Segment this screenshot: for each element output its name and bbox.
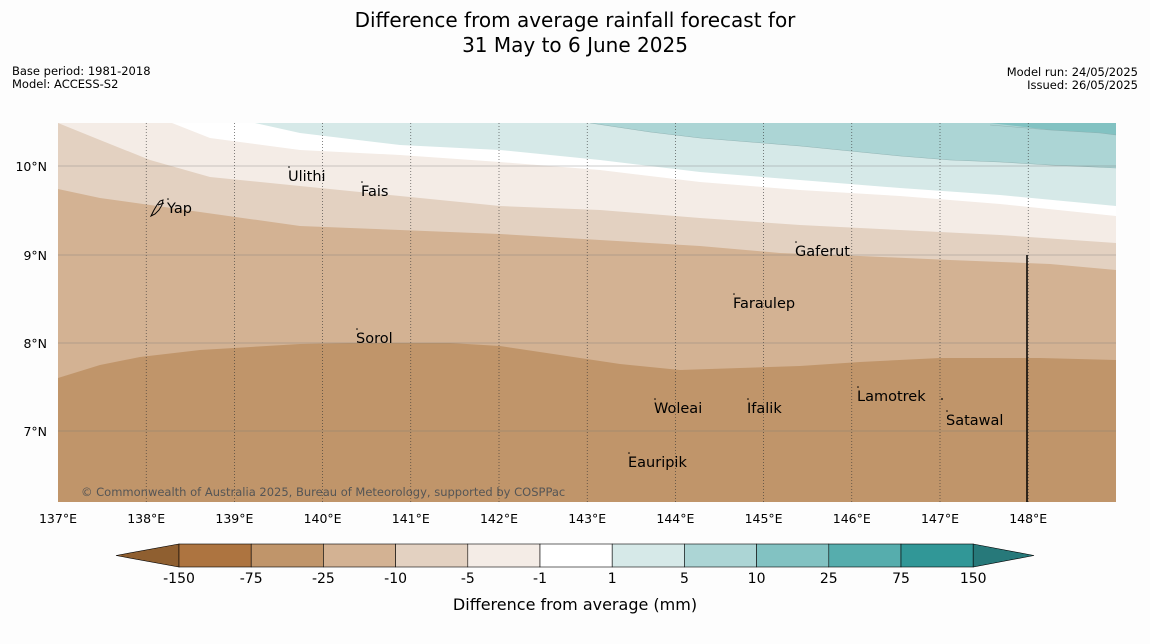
place-label-woleai: Woleai bbox=[654, 401, 702, 417]
place-label-ulithi: Ulithi bbox=[288, 169, 326, 185]
longitude-label: 137°E bbox=[39, 511, 77, 526]
colorbar-tick-label: 75 bbox=[892, 571, 910, 587]
colorbar-tick-label: 10 bbox=[748, 571, 766, 587]
colorbar-extend-high bbox=[972, 543, 1035, 568]
colorbar-tick-label: -150 bbox=[163, 571, 195, 587]
model-run-label: Model run: 24/05/2025 bbox=[1006, 65, 1138, 79]
map-title: Difference from average rainfall forecas… bbox=[0, 8, 1150, 58]
place-dot bbox=[167, 198, 169, 200]
colorbar-segment bbox=[539, 543, 613, 568]
colorbar-tick-label: 150 bbox=[960, 571, 987, 587]
colorbar-tick-label: 1 bbox=[608, 571, 617, 587]
place-dot bbox=[857, 386, 859, 388]
longitude-label: 141°E bbox=[392, 511, 430, 526]
place-dot bbox=[356, 328, 358, 330]
colorbar-tick-label: 5 bbox=[680, 571, 689, 587]
longitude-label: 138°E bbox=[127, 511, 165, 526]
latitude-label: 7°N bbox=[23, 424, 47, 439]
colorbar-segment bbox=[178, 543, 252, 568]
colorbar-tick-label: -1 bbox=[533, 571, 547, 587]
longitude-label: 148°E bbox=[1009, 511, 1047, 526]
colorbar-segment bbox=[467, 543, 541, 568]
place-label-fais: Fais bbox=[361, 184, 388, 200]
colorbar-segment bbox=[756, 543, 830, 568]
place-label-ifalik: Ifalik bbox=[747, 401, 782, 417]
graticule: 137°E 138°E 139°E 140°E 141°E 142°E 143°E 144°E… bbox=[15, 123, 1116, 526]
colorbar-segment bbox=[323, 543, 396, 568]
place-label-gaferut: Gaferut bbox=[795, 244, 850, 260]
colorbar-segment bbox=[900, 543, 974, 568]
latitude-label: 10°N bbox=[15, 159, 47, 174]
colorbar-segment bbox=[250, 543, 324, 568]
yap-island-outline bbox=[149, 199, 165, 218]
issued-label: Issued: 26/05/2025 bbox=[1027, 78, 1138, 92]
place-dot bbox=[946, 410, 948, 412]
colorbar-extend-low bbox=[115, 543, 180, 568]
place-dot bbox=[361, 181, 363, 183]
longitude-label: 140°E bbox=[304, 511, 342, 526]
place-dot bbox=[733, 293, 735, 295]
longitude-label: 143°E bbox=[568, 511, 606, 526]
colorbar-segment bbox=[395, 543, 469, 568]
colorbar-tick-label: -10 bbox=[384, 571, 407, 587]
latitude-label: 9°N bbox=[23, 248, 47, 263]
place-label-yap: Yap bbox=[166, 201, 192, 217]
model-label: Model: ACCESS-S2 bbox=[12, 77, 119, 91]
meta-right: Model run: 24/05/2025 Issued: 26/05/2025 bbox=[1007, 66, 1138, 92]
meta-left: Base period: 1981-2018 Model: ACCESS-S2 bbox=[12, 65, 151, 91]
longitude-label: 147°E bbox=[921, 511, 959, 526]
colorbar-tick-label: -25 bbox=[312, 571, 335, 587]
colorbar-tick-label: -5 bbox=[461, 571, 475, 587]
place-dot bbox=[795, 241, 797, 243]
longitude-label: 145°E bbox=[745, 511, 783, 526]
colorbar-segment bbox=[684, 543, 757, 568]
longitude-label: 139°E bbox=[215, 511, 253, 526]
longitude-label: 146°E bbox=[833, 511, 871, 526]
title-line-2: 31 May to 6 June 2025 bbox=[462, 33, 688, 57]
base-period-label: Base period: 1981-2018 bbox=[12, 64, 151, 78]
band-contours bbox=[589, 123, 1116, 169]
colorbar-title: Difference from average (mm) bbox=[453, 595, 697, 614]
latitude-label: 8°N bbox=[23, 336, 47, 351]
place-dot bbox=[288, 166, 290, 168]
place-label-lamotrek: Lamotrek bbox=[857, 389, 926, 405]
place-label-faraulep: Faraulep bbox=[733, 296, 795, 312]
colorbar-tick-label: 25 bbox=[820, 571, 838, 587]
colorbar-segment bbox=[611, 543, 685, 568]
place-label-eauripik: Eauripik bbox=[628, 455, 687, 471]
colorbar-tick-label: -75 bbox=[240, 571, 263, 587]
longitude-label: 142°E bbox=[480, 511, 518, 526]
place-label-sorol: Sorol bbox=[356, 331, 393, 347]
place-dot bbox=[628, 452, 630, 454]
copyright-notice: © Commonwealth of Australia 2025, Bureau… bbox=[81, 485, 565, 499]
longitude-label: 144°E bbox=[656, 511, 694, 526]
place-label-satawal: Satawal bbox=[946, 413, 1003, 429]
colorbar: -150 -75 -25 -10 -5 -1 1 5 10 25 75 150 bbox=[115, 543, 1035, 587]
place-dot bbox=[654, 398, 656, 400]
place-dot bbox=[941, 398, 943, 400]
title-line-1: Difference from average rainfall forecas… bbox=[354, 8, 796, 32]
colorbar-segment bbox=[828, 543, 902, 568]
place-labels: Ulithi Fais Yap Gaferut Faraulep Sorol Woleai I… bbox=[166, 166, 1003, 471]
place-dot bbox=[747, 398, 749, 400]
